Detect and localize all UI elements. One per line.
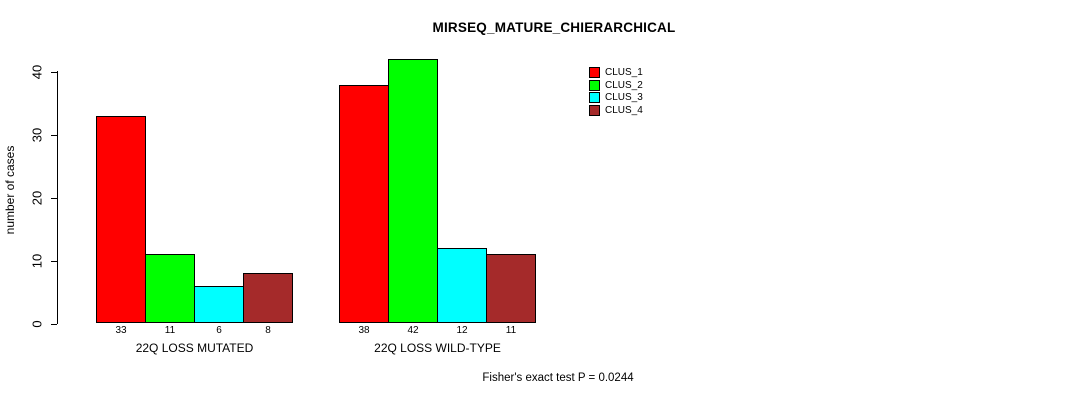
legend-swatch-clus_1: [589, 66, 600, 78]
bar-value-label: 11: [164, 325, 176, 336]
y-tick: [51, 323, 57, 325]
bar-clus_2-group1: [145, 254, 195, 324]
y-tick: [51, 260, 57, 262]
y-axis-title: number of cases: [3, 145, 17, 235]
y-axis-line: [57, 71, 58, 324]
legend-label: CLUS_4: [605, 105, 643, 117]
bar-clus_2-group2: [388, 59, 438, 324]
bar-value-label: 11: [505, 325, 517, 336]
legend: CLUS_1 CLUS_2 CLUS_3 CLUS_4: [589, 66, 643, 117]
bar-value-label: 38: [358, 325, 370, 336]
bar-clus_1-group2: [339, 84, 389, 324]
legend-swatch-clus_4: [589, 105, 600, 117]
legend-row: CLUS_2: [589, 79, 643, 92]
bar-clus_4-group1: [243, 273, 293, 324]
legend-row: CLUS_1: [589, 66, 643, 79]
bar-value-label: 42: [407, 325, 419, 336]
group-label: 22Q LOSS WILD-TYPE: [374, 341, 501, 355]
y-tick-label: 10: [29, 253, 45, 268]
bar-value-label: 8: [265, 325, 271, 336]
legend-label: CLUS_1: [605, 66, 643, 78]
bar-clus_3-group1: [194, 285, 244, 324]
y-tick: [51, 197, 57, 199]
bar-clus_3-group2: [437, 248, 487, 324]
legend-label: CLUS_2: [605, 79, 643, 91]
y-tick-label: 40: [29, 64, 45, 80]
group-label: 22Q LOSS MUTATED: [135, 341, 254, 355]
bar-value-label: 6: [216, 325, 222, 336]
legend-row: CLUS_3: [589, 92, 643, 105]
y-tick: [51, 134, 57, 136]
y-tick-label: 0: [29, 319, 45, 328]
bar-clus_1-group1: [96, 116, 146, 324]
y-tick-label: 30: [29, 127, 45, 143]
bar-value-label: 12: [456, 325, 468, 336]
y-tick: [51, 72, 57, 73]
bar-value-label: 33: [115, 325, 127, 336]
bar-clus_4-group2: [486, 254, 536, 324]
chart-title: MIRSEQ_MATURE_CHIERARCHICAL: [432, 20, 676, 35]
legend-swatch-clus_3: [589, 92, 600, 104]
legend-swatch-clus_2: [589, 79, 600, 91]
legend-row: CLUS_4: [589, 104, 643, 117]
y-tick-label: 20: [29, 190, 45, 205]
legend-label: CLUS_3: [605, 92, 643, 104]
fisher-test-annotation: Fisher's exact test P = 0.0244: [482, 372, 634, 384]
